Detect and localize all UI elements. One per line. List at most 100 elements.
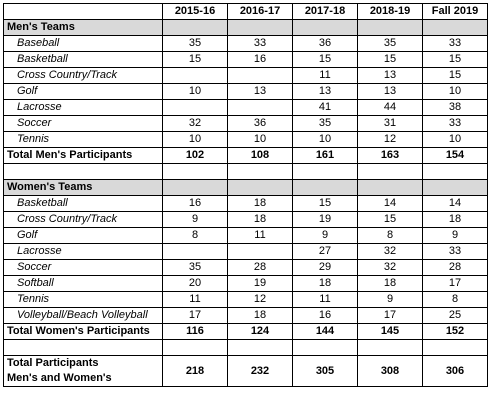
participant-count: 9	[292, 227, 358, 244]
table-row: Soccer 35 28 29 32 28	[3, 259, 488, 276]
table-row: Tennis 11 12 11 9 8	[3, 291, 488, 308]
participant-count: 32	[357, 243, 423, 260]
participant-count: 36	[227, 115, 293, 132]
participant-count: 32	[357, 259, 423, 276]
participant-count: 27	[292, 243, 358, 260]
participant-count	[227, 67, 293, 84]
header-row: 2015-16 2016-17 2017-18 2018-19 Fall 201…	[3, 3, 488, 20]
team-name: Golf	[3, 227, 163, 244]
section-title: Women's Teams	[3, 179, 163, 196]
participant-count: 11	[292, 291, 358, 308]
total-label: Total Men's Participants	[3, 147, 163, 164]
participant-count: 35	[292, 115, 358, 132]
year-header: 2015-16	[162, 3, 228, 20]
year-header: 2016-17	[227, 3, 293, 20]
section-blank-cell	[422, 19, 488, 36]
table-row: Volleyball/Beach Volleyball 17 18 16 17 25	[3, 307, 488, 324]
section-blank-cell	[357, 19, 423, 36]
participant-count: 35	[357, 35, 423, 52]
participant-count: 41	[292, 99, 358, 116]
table-row: Cross Country/Track 11 13 15	[3, 67, 488, 84]
participant-count: 12	[227, 291, 293, 308]
total-count: 163	[357, 147, 423, 164]
participant-count: 15	[292, 51, 358, 68]
table-row: Softball 20 19 18 18 17	[3, 275, 488, 292]
spacer-cell	[162, 339, 228, 356]
participant-count: 8	[162, 227, 228, 244]
participant-count: 28	[227, 259, 293, 276]
participant-count: 17	[422, 275, 488, 292]
participant-count: 12	[357, 131, 423, 148]
table-row: Basketball 15 16 15 15 15	[3, 51, 488, 68]
table-row: Soccer 32 36 35 31 33	[3, 115, 488, 132]
participant-count: 18	[357, 275, 423, 292]
team-name: Baseball	[3, 35, 163, 52]
participant-count: 13	[227, 83, 293, 100]
participant-count: 17	[162, 307, 228, 324]
spacer-cell	[357, 163, 423, 180]
participant-count: 17	[357, 307, 423, 324]
team-name: Softball	[3, 275, 163, 292]
participant-count: 10	[422, 131, 488, 148]
participant-count: 32	[162, 115, 228, 132]
year-header: 2017-18	[292, 3, 358, 20]
team-name: Tennis	[3, 131, 163, 148]
participant-count: 18	[227, 211, 293, 228]
participant-count	[162, 67, 228, 84]
participant-count: 8	[422, 291, 488, 308]
total-count: 154	[422, 147, 488, 164]
participant-count: 33	[422, 243, 488, 260]
participant-count: 13	[357, 67, 423, 84]
participant-count: 10	[292, 131, 358, 148]
table-row: Golf 8 11 9 8 9	[3, 227, 488, 244]
table-row: Golf 10 13 13 13 10	[3, 83, 488, 100]
total-label: Total Women's Participants	[3, 323, 163, 340]
participant-count: 10	[162, 83, 228, 100]
team-name: Basketball	[3, 195, 163, 212]
table-row: Basketball 16 18 15 14 14	[3, 195, 488, 212]
section-blank-cell	[292, 19, 358, 36]
participant-count: 15	[422, 67, 488, 84]
participant-count: 28	[422, 259, 488, 276]
participant-count: 25	[422, 307, 488, 324]
table-row: Tennis 10 10 10 12 10	[3, 131, 488, 148]
section-blank-cell	[227, 19, 293, 36]
participant-count: 18	[292, 275, 358, 292]
participant-count: 16	[162, 195, 228, 212]
team-name: Volleyball/Beach Volleyball	[3, 307, 163, 324]
participant-count	[162, 243, 228, 260]
participant-count: 33	[422, 35, 488, 52]
participant-count	[162, 99, 228, 116]
total-count: 108	[227, 147, 293, 164]
participation-table: 2015-16 2016-17 2017-18 2018-19 Fall 201…	[3, 3, 488, 387]
year-header: Fall 2019	[422, 3, 488, 20]
participant-count: 10	[227, 131, 293, 148]
participant-count: 13	[357, 83, 423, 100]
spacer-cell	[292, 339, 358, 356]
total-count: 145	[357, 323, 423, 340]
table-row: Lacrosse 27 32 33	[3, 243, 488, 260]
spacer-cell	[162, 163, 228, 180]
participant-count: 10	[162, 131, 228, 148]
participant-count	[227, 243, 293, 260]
participant-count: 15	[357, 211, 423, 228]
participant-count: 18	[422, 211, 488, 228]
participant-count: 18	[227, 307, 293, 324]
team-name: Cross Country/Track	[3, 67, 163, 84]
participant-count: 11	[162, 291, 228, 308]
section-blank-cell	[292, 179, 358, 196]
participant-count: 18	[227, 195, 293, 212]
team-name: Tennis	[3, 291, 163, 308]
spacer-cell	[422, 339, 488, 356]
team-name: Lacrosse	[3, 243, 163, 260]
grand-total-count: 306	[422, 355, 488, 387]
team-name: Basketball	[3, 51, 163, 68]
total-count: 102	[162, 147, 228, 164]
spacer-cell	[292, 163, 358, 180]
grand-total-label: Total Participants Men's and Women's	[3, 355, 163, 387]
participant-count: 11	[292, 67, 358, 84]
team-name: Soccer	[3, 115, 163, 132]
participant-count: 15	[292, 195, 358, 212]
men-total-row: Total Men's Participants 102 108 161 163 154	[3, 147, 488, 164]
participant-count: 29	[292, 259, 358, 276]
